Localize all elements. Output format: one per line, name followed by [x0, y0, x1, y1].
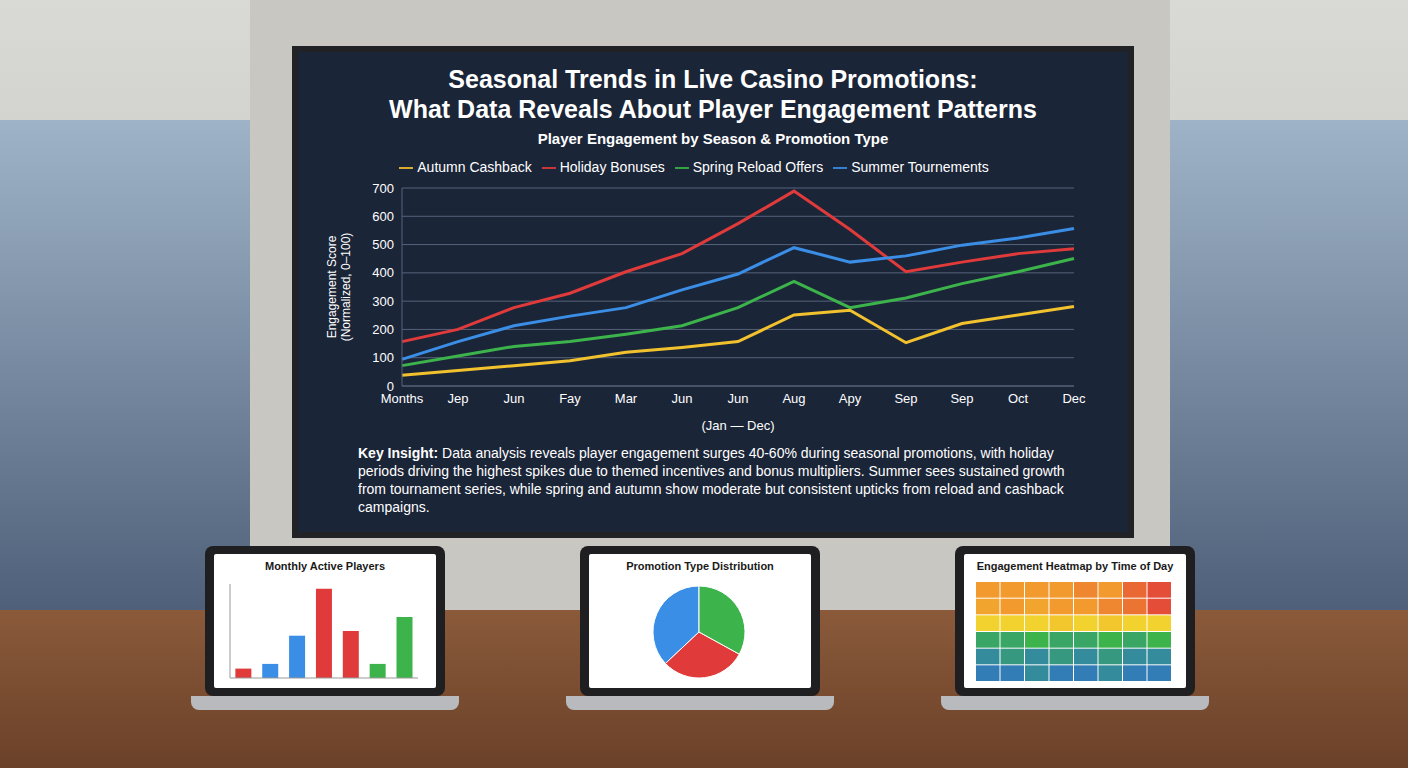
svg-text:Engagement Score(Normalized, 0: Engagement Score(Normalized, 0–100) [325, 233, 353, 342]
svg-text:Months: Months [380, 391, 424, 407]
html-text:Player Engagement by Season &: Player Engagement by Season & Promotion … [537, 130, 889, 147]
html-text:Spring Reload Offers: Spring Reload Offers [692, 159, 824, 175]
svg-text:200: 200 [372, 322, 394, 337]
html-text:Holiday Bonuses: Holiday Bonuses [559, 159, 665, 175]
svg-text:600: 600 [372, 209, 394, 224]
svg-text:Jun: Jun [672, 391, 693, 406]
svg-text:Aug: Aug [782, 391, 805, 406]
svg-text:400: 400 [372, 265, 394, 280]
html-text:Summer Tournements: Summer Tournements [851, 159, 989, 175]
html-text:Monthly Active Players: Monthly Active Players [265, 560, 385, 572]
svg-text:0: 0 [387, 379, 394, 394]
svg-text:700: 700 [372, 181, 394, 196]
html-text:Seasonal Trends in Live Casino: Seasonal Trends in Live Casino Promotion… [389, 65, 1037, 123]
svg-text:Dec: Dec [1062, 391, 1086, 406]
svg-text:Mar: Mar [615, 391, 638, 406]
svg-text:Jun: Jun [728, 391, 749, 406]
svg-text:Jun: Jun [504, 391, 525, 406]
svg-text:300: 300 [372, 294, 394, 309]
svg-text:Oct: Oct [1008, 391, 1029, 406]
svg-text:Apy: Apy [839, 391, 862, 406]
svg-text:100: 100 [372, 350, 394, 365]
svg-text:Fay: Fay [559, 391, 581, 406]
svg-text:Sep: Sep [950, 391, 973, 406]
html-text:Engagement Heatmap by Time of: Engagement Heatmap by Time of Day [976, 560, 1174, 572]
svg-text:(Jan — Dec): (Jan — Dec) [702, 418, 775, 433]
html-text:Promotion Type Distribution: Promotion Type Distribution [626, 560, 774, 572]
html-text:Autumn Cashback: Autumn Cashback [417, 159, 532, 175]
svg-text:500: 500 [372, 237, 394, 252]
svg-text:Sep: Sep [894, 391, 917, 406]
html-text:Key Insight: Data analysis rev: Key Insight: Data analysis reveals playe… [358, 445, 1065, 515]
svg-text:Jep: Jep [448, 391, 469, 406]
